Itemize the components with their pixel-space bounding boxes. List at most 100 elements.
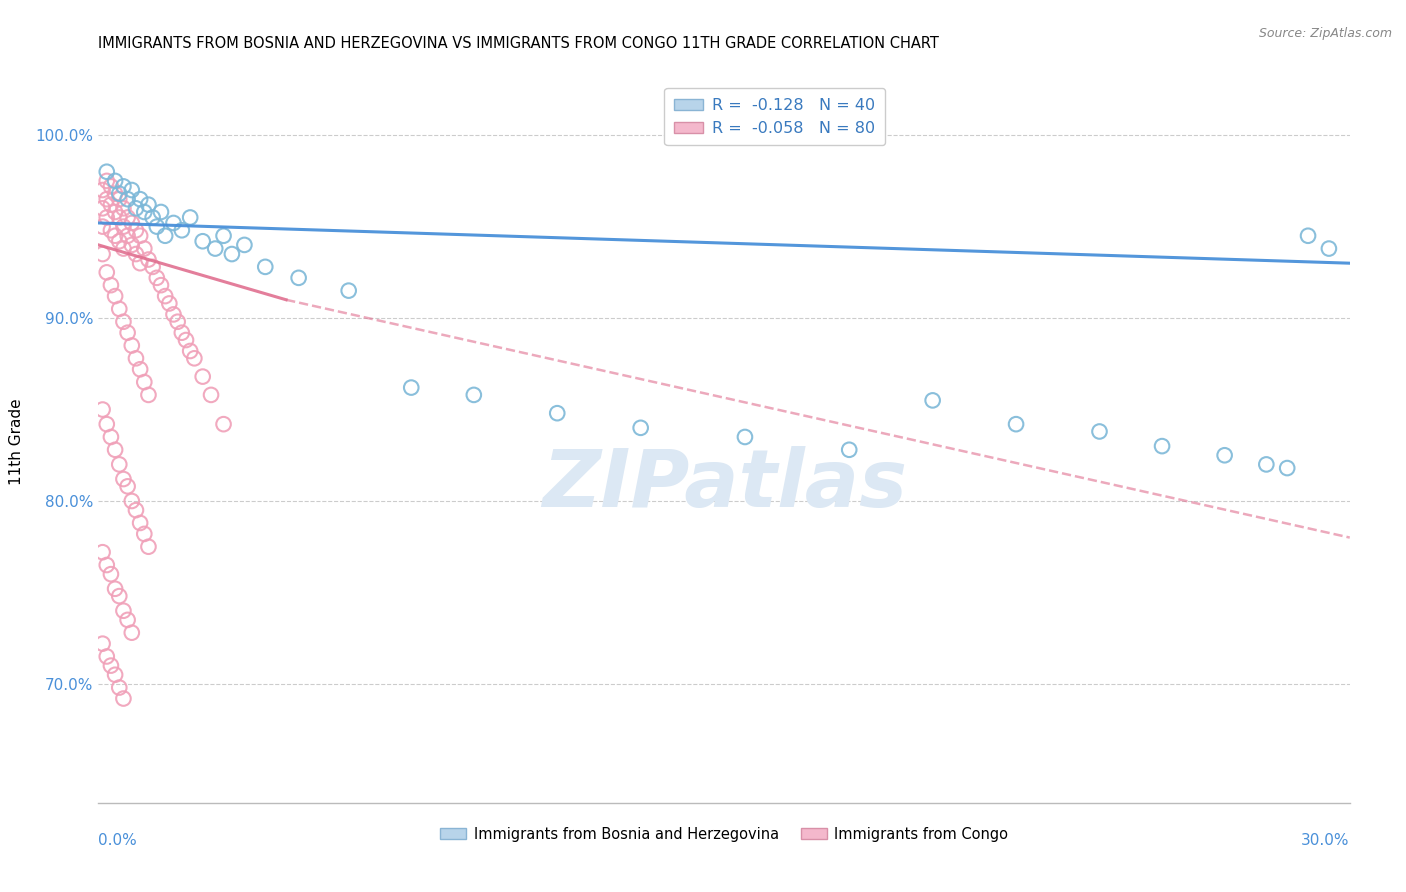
Point xyxy=(1213,448,1236,462)
Point xyxy=(117,479,139,493)
Point xyxy=(91,637,114,651)
Point xyxy=(112,179,135,194)
Point xyxy=(838,442,860,457)
Point xyxy=(254,260,277,274)
Point xyxy=(204,242,226,256)
Point xyxy=(91,183,114,197)
Point xyxy=(146,219,169,234)
Point xyxy=(546,406,568,420)
Point xyxy=(96,192,118,206)
Point xyxy=(157,296,180,310)
Point xyxy=(138,388,160,402)
Point xyxy=(129,362,152,376)
Point xyxy=(100,430,122,444)
Point xyxy=(138,540,160,554)
Point xyxy=(337,284,360,298)
Point xyxy=(96,558,118,572)
Point xyxy=(153,289,176,303)
Point xyxy=(108,186,131,201)
Point xyxy=(630,421,652,435)
Point xyxy=(108,589,131,603)
Point xyxy=(100,197,122,211)
Point xyxy=(1256,458,1278,472)
Point xyxy=(108,681,131,695)
Point xyxy=(96,174,118,188)
Point xyxy=(104,174,127,188)
Point xyxy=(121,183,143,197)
Point xyxy=(112,472,135,486)
Point xyxy=(212,417,235,432)
Point xyxy=(108,458,131,472)
Point xyxy=(100,278,122,293)
Point xyxy=(112,219,135,234)
Point xyxy=(125,351,148,366)
Point xyxy=(96,265,118,279)
Point xyxy=(162,216,184,230)
Text: ZIPatlas: ZIPatlas xyxy=(541,446,907,524)
Point xyxy=(104,582,127,596)
Point xyxy=(734,430,756,444)
Point xyxy=(166,315,188,329)
Point xyxy=(129,256,152,270)
Point xyxy=(134,375,156,389)
Point xyxy=(191,234,214,248)
Point xyxy=(150,278,173,293)
Point xyxy=(112,202,135,216)
Point xyxy=(117,211,139,225)
Point xyxy=(125,503,148,517)
Point xyxy=(142,260,165,274)
Point xyxy=(150,205,173,219)
Point xyxy=(921,393,943,408)
Point xyxy=(170,223,193,237)
Point xyxy=(100,658,122,673)
Point xyxy=(1005,417,1028,432)
Point xyxy=(108,234,131,248)
Point xyxy=(170,326,193,340)
Point xyxy=(287,270,309,285)
Point xyxy=(117,613,139,627)
Point xyxy=(117,326,139,340)
Text: 0.0%: 0.0% xyxy=(98,833,138,848)
Text: 30.0%: 30.0% xyxy=(1302,833,1350,848)
Point xyxy=(108,301,131,316)
Point xyxy=(96,211,118,225)
Point xyxy=(174,333,197,347)
Point xyxy=(125,223,148,237)
Point xyxy=(91,545,114,559)
Point xyxy=(121,338,143,352)
Text: Source: ZipAtlas.com: Source: ZipAtlas.com xyxy=(1258,27,1392,40)
Point xyxy=(1317,242,1340,256)
Point xyxy=(121,238,143,252)
Point xyxy=(125,202,148,216)
Point xyxy=(104,289,127,303)
Point xyxy=(104,228,127,243)
Point xyxy=(179,211,201,225)
Point xyxy=(96,165,118,179)
Point xyxy=(183,351,205,366)
Point xyxy=(104,205,127,219)
Point xyxy=(179,343,201,358)
Point xyxy=(1088,425,1111,439)
Point xyxy=(134,205,156,219)
Point xyxy=(112,691,135,706)
Point xyxy=(200,388,222,402)
Point xyxy=(100,223,122,237)
Point xyxy=(91,202,114,216)
Point xyxy=(96,649,118,664)
Point xyxy=(233,238,256,252)
Point xyxy=(463,388,485,402)
Point xyxy=(121,494,143,508)
Point xyxy=(104,442,127,457)
Point xyxy=(191,369,214,384)
Point xyxy=(117,192,139,206)
Point xyxy=(129,228,152,243)
Point xyxy=(134,527,156,541)
Point xyxy=(142,211,165,225)
Point xyxy=(138,252,160,267)
Point xyxy=(153,228,176,243)
Point xyxy=(104,186,127,201)
Point xyxy=(104,667,127,681)
Point xyxy=(125,247,148,261)
Point xyxy=(96,417,118,432)
Point xyxy=(121,216,143,230)
